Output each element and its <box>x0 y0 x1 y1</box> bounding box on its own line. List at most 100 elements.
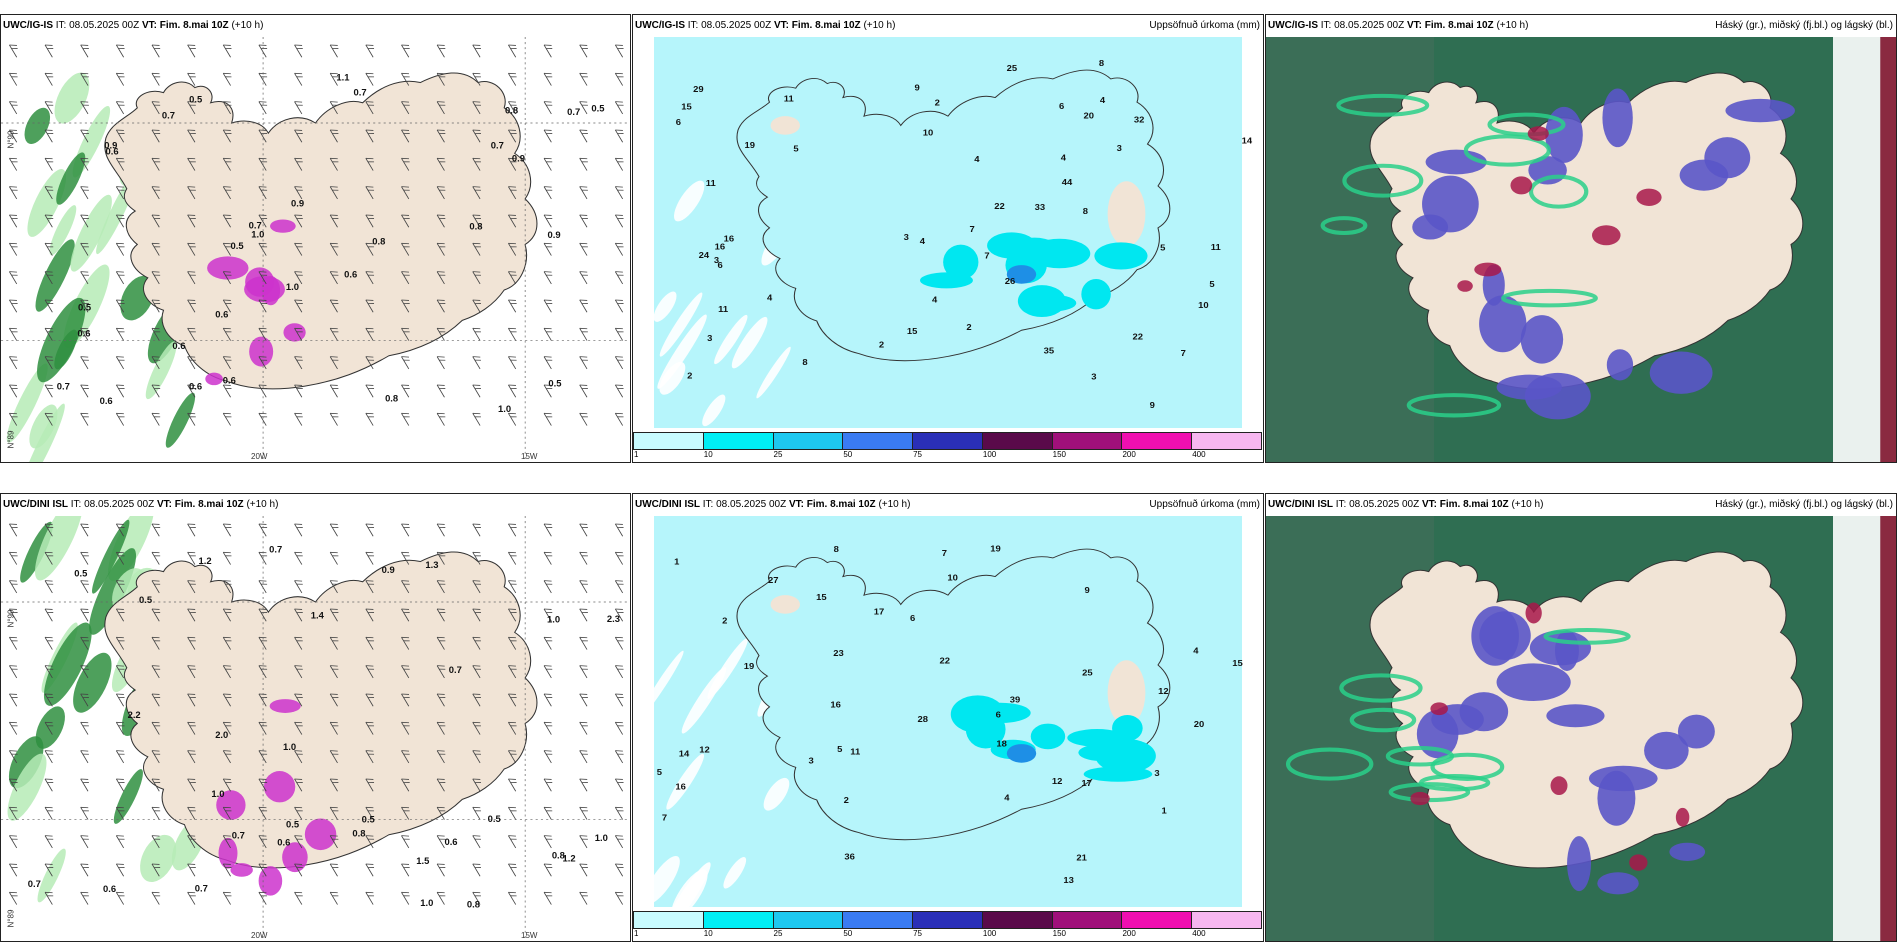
value-label: 0.6 <box>223 375 236 385</box>
colorbar-tick: 75 <box>913 450 923 459</box>
value-label: 4 <box>974 155 979 164</box>
value-label: 22 <box>940 656 951 665</box>
value-label: 4 <box>920 237 925 246</box>
value-label: 12 <box>1158 687 1169 696</box>
value-label: 33 <box>1035 202 1046 211</box>
value-label: 6 <box>996 710 1001 719</box>
value-label: 3 <box>1117 144 1122 153</box>
map-area: 0.5 1.2 0.7 1.0 0.7 0.8 1.0 0.5 0.9 0.6 0.7 0.8 0.7 0… <box>1 516 630 941</box>
colorbar-segment <box>702 911 774 929</box>
value-label: 0.8 <box>467 900 480 910</box>
colorbar-segment <box>981 911 1053 929</box>
value-label: 1.1 <box>336 73 349 83</box>
init-time: 08.05.2025 00Z <box>1349 499 1420 510</box>
value-label: 11 <box>1211 243 1221 252</box>
value-label: 0.7 <box>162 111 175 121</box>
init-time-label: IT: <box>1320 20 1332 31</box>
value-label: 0.5 <box>78 303 91 313</box>
axis-label: 15W <box>521 452 538 461</box>
colorbar-segment <box>1191 911 1263 929</box>
colorbar-segment <box>772 432 844 450</box>
value-label: 0.7 <box>354 88 367 98</box>
value-label: 0.6 <box>215 309 228 319</box>
value-label: 0.6 <box>172 341 185 351</box>
value-label: 11 <box>784 94 794 103</box>
value-label: 7 <box>1181 349 1186 358</box>
value-label: 0.8 <box>352 829 365 839</box>
value-label: 1.2 <box>563 854 576 864</box>
value-label: 32 <box>1134 115 1145 124</box>
map-svg: 5342176121715161816152821252319172227393… <box>633 516 1263 907</box>
value-label: 3 <box>714 256 719 265</box>
value-label: 0.7 <box>28 879 41 889</box>
value-label: 2 <box>844 795 849 804</box>
value-label: 0.5 <box>362 815 375 825</box>
value-label: 7 <box>970 224 975 233</box>
value-label: 7 <box>942 548 947 557</box>
value-label: 3 <box>1154 768 1159 777</box>
value-label: 2 <box>722 616 727 625</box>
value-label: 15 <box>816 593 827 602</box>
value-label: 5 <box>1209 280 1214 289</box>
value-label: 1.4 <box>311 611 325 621</box>
colorbar-tick: 75 <box>913 929 923 938</box>
value-label: 0.7 <box>232 830 245 840</box>
value-label: 0.5 <box>230 241 243 251</box>
value-label: 9 <box>1150 400 1155 409</box>
value-label: 0.5 <box>591 104 604 114</box>
value-label: 29 <box>693 85 704 94</box>
value-label: 6 <box>717 261 722 270</box>
value-label: 15 <box>907 327 918 336</box>
value-label: 8 <box>1099 58 1104 67</box>
init-time-label: IT: <box>1335 499 1347 510</box>
value-label: 11 <box>718 304 728 313</box>
value-label: 3 <box>1091 372 1096 381</box>
value-label: 8 <box>1083 207 1088 216</box>
value-label: 7 <box>984 251 989 260</box>
init-time-label: IT: <box>702 499 714 510</box>
colorbar-tick: 200 <box>1122 929 1136 938</box>
init-time: 08.05.2025 00Z <box>84 499 155 510</box>
value-label: 0.7 <box>567 107 580 117</box>
valid-time-label: VT: <box>1421 499 1437 510</box>
colorbar <box>633 911 1263 929</box>
panel-header: UWC/IG-IS IT: 08.05.2025 00Z VT: Fim. 8.… <box>1 15 630 37</box>
value-label: 4 <box>1004 793 1009 802</box>
colorbar-tick: 10 <box>703 450 713 459</box>
value-label: 2 <box>879 340 884 349</box>
value-label: 5 <box>657 767 662 776</box>
value-label: 10 <box>947 573 958 582</box>
value-label: 0.6 <box>189 382 202 392</box>
value-label: 0.9 <box>291 199 304 209</box>
value-label: 0.7 <box>249 221 262 231</box>
value-label: 0.5 <box>74 568 87 578</box>
value-label: 4 <box>767 293 772 302</box>
value-label: 15 <box>1232 658 1243 667</box>
panel-header: UWC/DINI ISL IT: 08.05.2025 00Z VT: Fim.… <box>1 494 630 516</box>
colorbar-tick: 100 <box>982 450 997 459</box>
panel-header: UWC/IG-IS IT: 08.05.2025 00Z VT: Fim. 8.… <box>1266 15 1896 37</box>
map-svg: 0.5 1.2 0.7 1.0 0.7 0.8 1.0 0.5 0.9 0.6 0.7 0.8 0.7 0… <box>1 516 630 941</box>
value-label: 17 <box>874 607 885 616</box>
axis-label: 20W <box>251 931 268 940</box>
value-label: 4 <box>1193 646 1198 655</box>
colorbar-tick: 1 <box>634 450 639 459</box>
valid-time: Fim. 8.mai 10Z <box>1424 20 1494 31</box>
value-label: 1.0 <box>211 789 224 799</box>
value-label: 1.3 <box>425 560 438 570</box>
field-title: Háský (gr.), miðský (fj.bl.) og lágský (… <box>1715 20 1893 31</box>
colorbar-segment <box>981 432 1053 450</box>
value-label: 0.7 <box>195 884 208 894</box>
value-label: 0.9 <box>382 565 395 575</box>
value-label: 0.6 <box>444 837 457 847</box>
value-label: 1.0 <box>251 230 264 240</box>
colorbar-segment <box>702 432 774 450</box>
colorbar-segment <box>1191 432 1263 450</box>
colorbar-labels: 1 10 25 50 75 100 150 200 400 <box>634 929 1262 941</box>
valid-time: Fim. 8.mai 10Z <box>806 499 876 510</box>
valid-time-label: VT: <box>773 20 789 31</box>
model-name: UWC/DINI ISL <box>3 499 68 510</box>
lead-time: (+10 h) <box>231 20 264 31</box>
colorbar-tick: 50 <box>843 450 853 459</box>
colorbar-tick: 400 <box>1192 929 1206 938</box>
